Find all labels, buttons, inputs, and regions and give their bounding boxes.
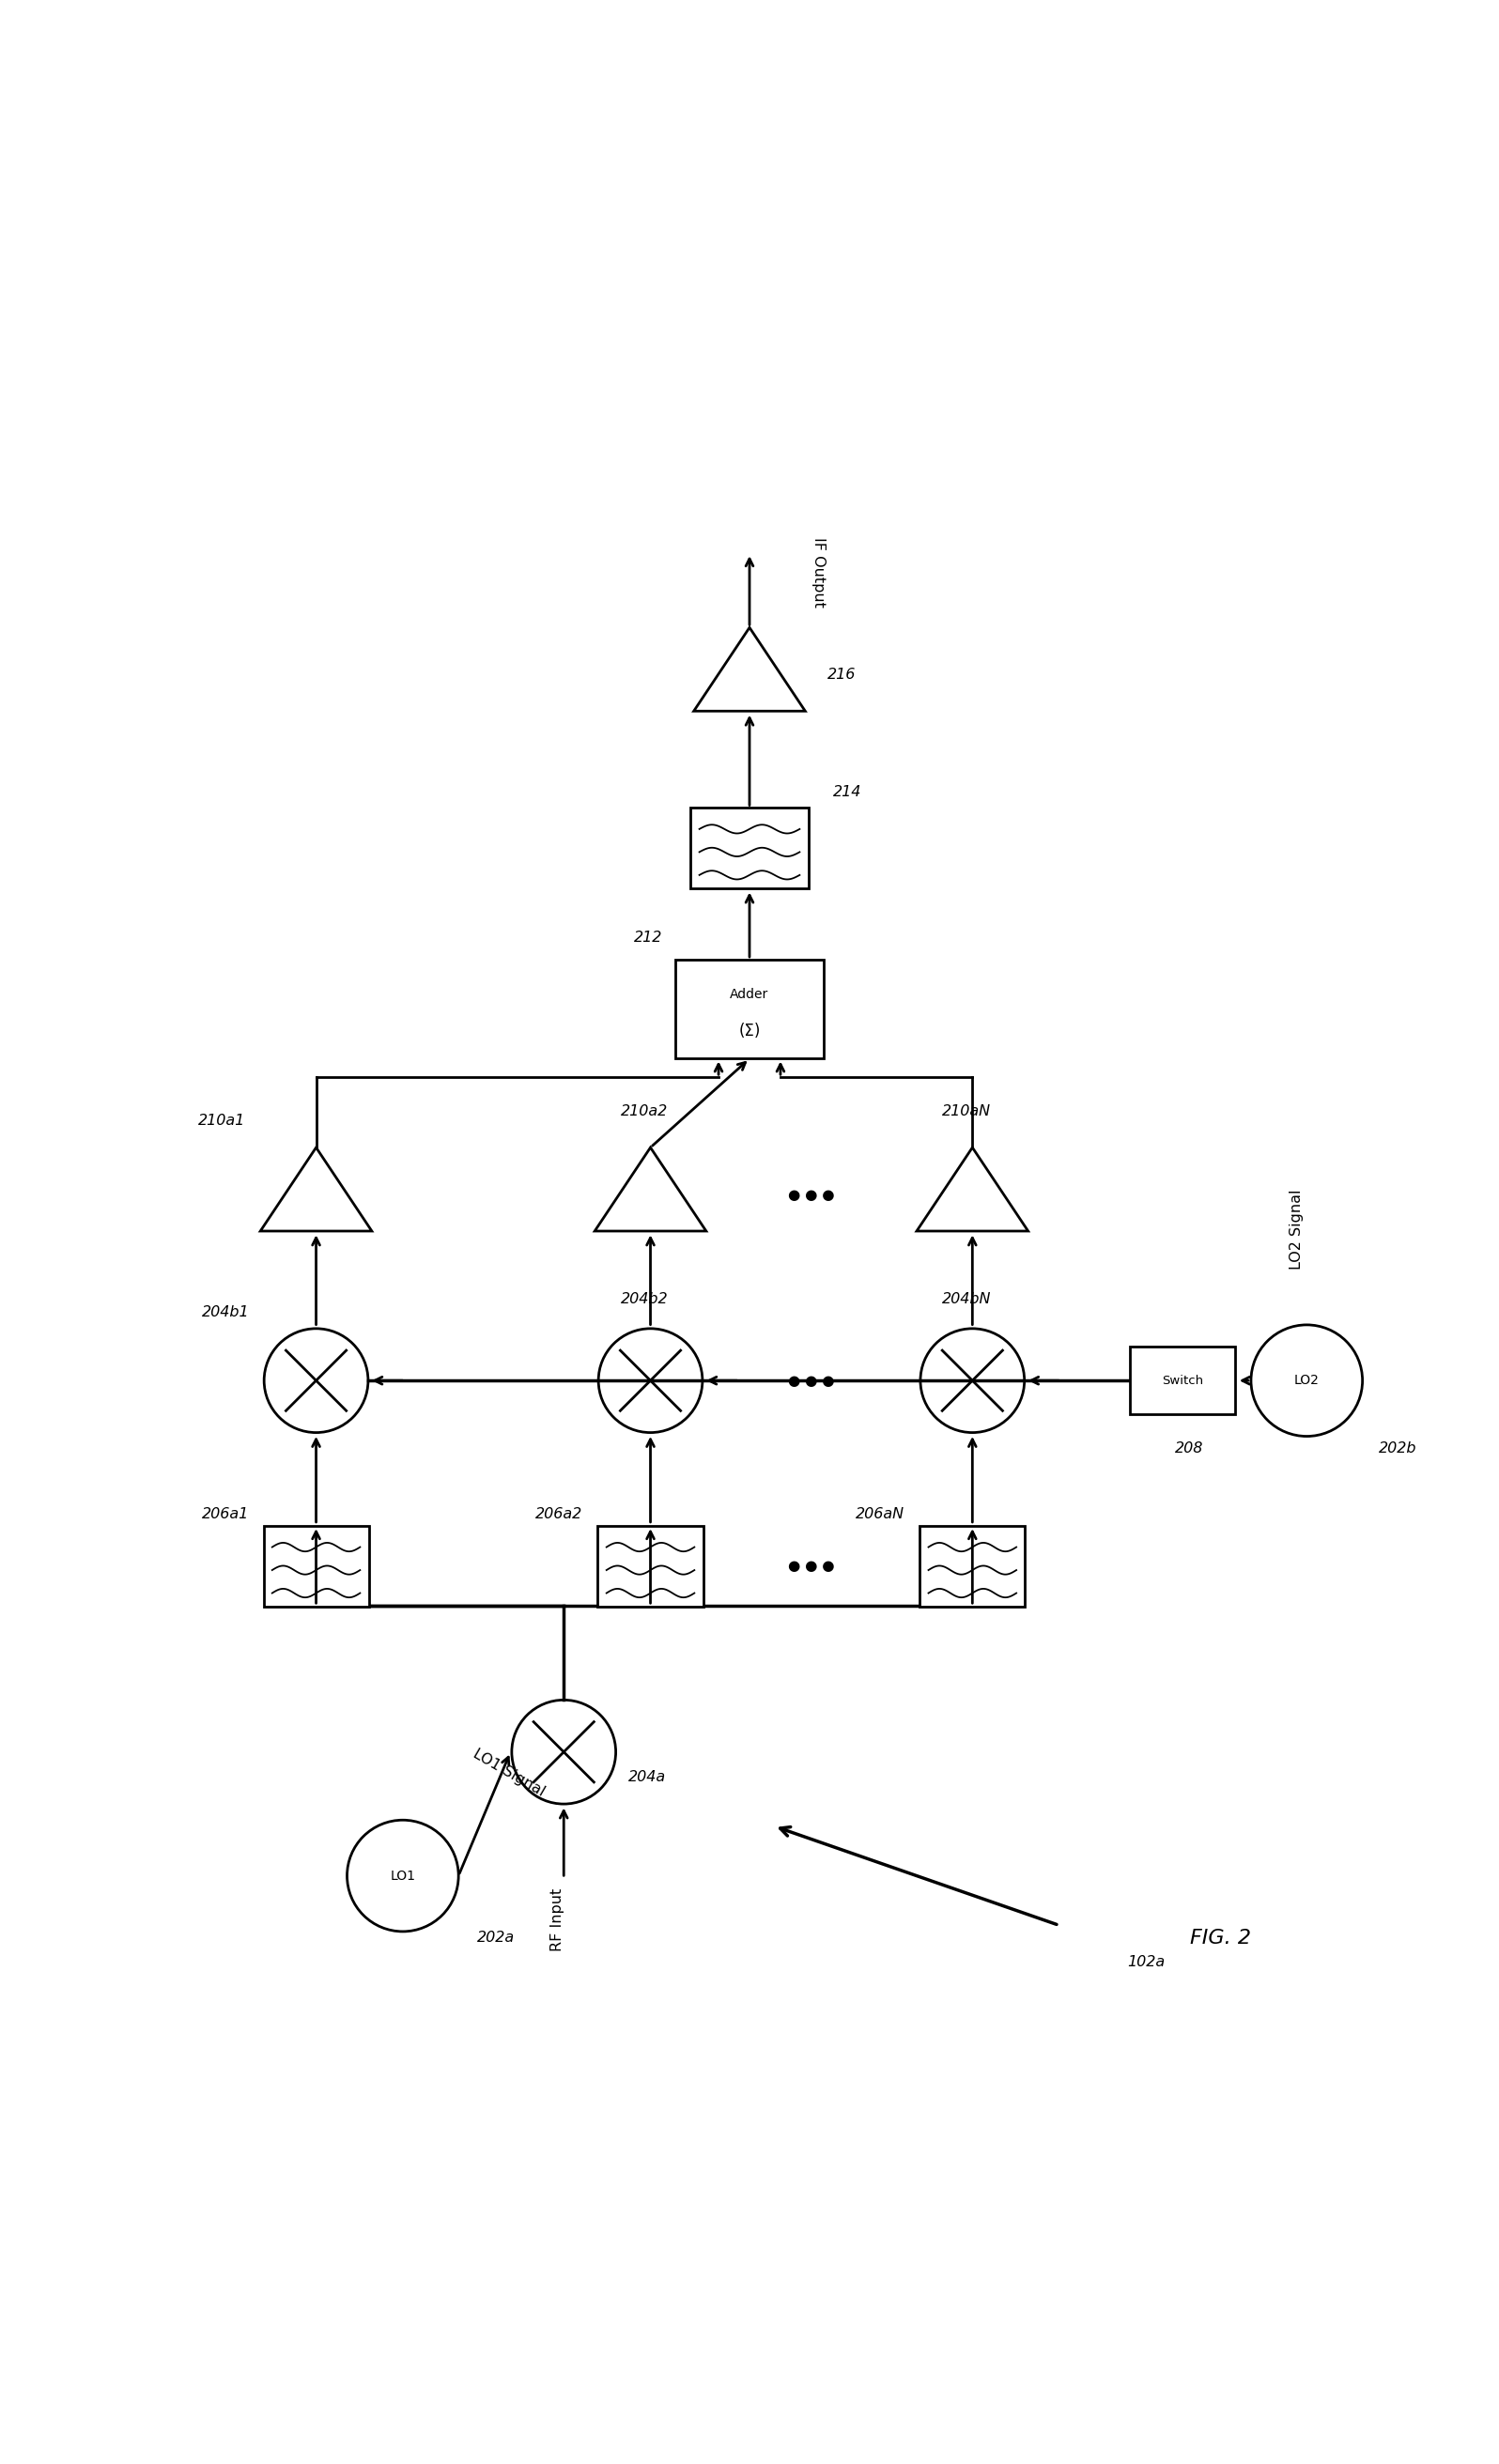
Text: 208: 208 <box>1175 1441 1204 1456</box>
Text: 206a2: 206a2 <box>535 1508 583 1520</box>
FancyBboxPatch shape <box>920 1525 1025 1607</box>
FancyBboxPatch shape <box>1130 1345 1235 1414</box>
FancyBboxPatch shape <box>264 1525 369 1607</box>
Text: 210a1: 210a1 <box>198 1114 246 1129</box>
Text: ● ● ●: ● ● ● <box>788 1188 835 1202</box>
Text: 204a: 204a <box>628 1769 666 1784</box>
Text: 210a2: 210a2 <box>621 1104 669 1119</box>
Text: 204b1: 204b1 <box>202 1306 249 1321</box>
Text: (Σ): (Σ) <box>739 1023 760 1040</box>
FancyBboxPatch shape <box>598 1525 703 1607</box>
Text: Switch: Switch <box>1162 1375 1204 1387</box>
Text: LO1 Signal: LO1 Signal <box>471 1747 547 1799</box>
FancyBboxPatch shape <box>675 958 824 1060</box>
Text: 214: 214 <box>833 786 862 798</box>
FancyBboxPatch shape <box>691 808 808 890</box>
Text: 102a: 102a <box>1127 1956 1165 1969</box>
Text: 204bN: 204bN <box>941 1291 991 1306</box>
Text: FIG. 2: FIG. 2 <box>1190 1929 1250 1947</box>
Text: 216: 216 <box>827 668 856 683</box>
Text: 212: 212 <box>634 931 663 944</box>
Text: LO2: LO2 <box>1294 1375 1319 1387</box>
Text: 204b2: 204b2 <box>621 1291 669 1306</box>
Text: ● ● ●: ● ● ● <box>788 1372 835 1387</box>
Text: LO1: LO1 <box>390 1870 415 1882</box>
Text: ● ● ●: ● ● ● <box>788 1560 835 1574</box>
Text: 210aN: 210aN <box>941 1104 991 1119</box>
Text: 202a: 202a <box>477 1932 514 1944</box>
Text: 202b: 202b <box>1379 1441 1417 1456</box>
Text: 206a1: 206a1 <box>201 1508 249 1520</box>
Text: 206aN: 206aN <box>856 1508 905 1520</box>
Text: RF Input: RF Input <box>550 1887 565 1951</box>
Text: IF Output: IF Output <box>811 537 826 606</box>
Text: Adder: Adder <box>730 988 769 1000</box>
Text: LO2 Signal: LO2 Signal <box>1289 1188 1304 1269</box>
